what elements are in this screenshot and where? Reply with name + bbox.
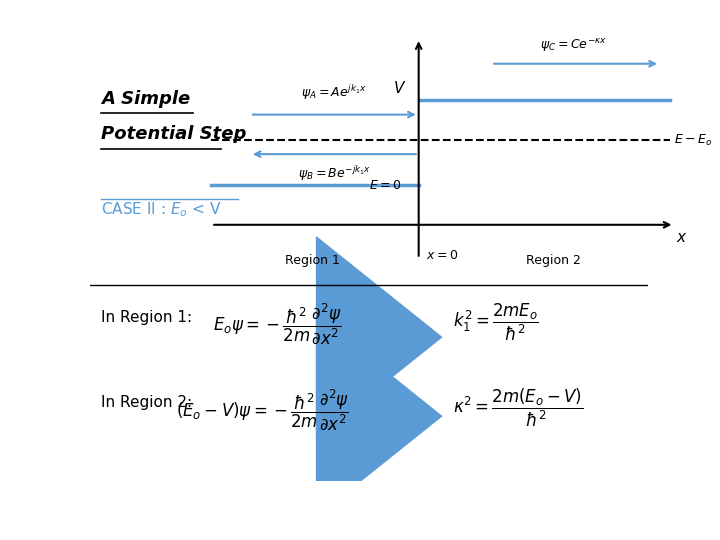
Text: Potential Step: Potential Step xyxy=(101,125,246,143)
Point xyxy=(189,110,197,116)
Text: $x$: $x$ xyxy=(676,231,688,246)
Text: $E_o\psi = -\dfrac{\hbar^2}{2m}\dfrac{\partial^2\psi}{\partial x^2}$: $E_o\psi = -\dfrac{\hbar^2}{2m}\dfrac{\p… xyxy=(213,302,341,346)
FancyArrowPatch shape xyxy=(317,316,441,516)
Text: $\psi_C = Ce^{-\kappa x}$: $\psi_C = Ce^{-\kappa x}$ xyxy=(540,37,606,54)
Text: $x = 0$: $x = 0$ xyxy=(426,248,458,261)
Point xyxy=(217,146,225,152)
Text: In Region 1:: In Region 1: xyxy=(101,310,192,325)
Text: $\kappa^2 = \dfrac{2m(E_o - V)}{\hbar^2}$: $\kappa^2 = \dfrac{2m(E_o - V)}{\hbar^2}… xyxy=(453,387,583,429)
Point xyxy=(233,195,242,202)
Text: $\psi_A = Ae^{jk_1 x}$: $\psi_A = Ae^{jk_1 x}$ xyxy=(302,83,367,102)
Text: $E - E_o$: $E - E_o$ xyxy=(675,132,713,147)
Text: $E = 0$: $E = 0$ xyxy=(369,179,402,192)
FancyArrowPatch shape xyxy=(317,237,441,437)
Text: In Region 2:: In Region 2: xyxy=(101,395,192,410)
Text: $(E_o - V)\psi = -\dfrac{\hbar^2}{2m}\dfrac{\partial^2\psi}{\partial x^2}$: $(E_o - V)\psi = -\dfrac{\hbar^2}{2m}\df… xyxy=(176,387,350,431)
Text: A Simple: A Simple xyxy=(101,90,190,108)
Point xyxy=(96,146,106,152)
Text: $\psi_B = Be^{-jk_1 x}$: $\psi_B = Be^{-jk_1 x}$ xyxy=(298,164,371,183)
Text: Region 2: Region 2 xyxy=(526,254,581,267)
Text: CASE II : $E_o$ < V: CASE II : $E_o$ < V xyxy=(101,200,222,219)
Text: $V$: $V$ xyxy=(393,80,407,96)
Text: $k_1^2 = \dfrac{2mE_o}{\hbar^2}$: $k_1^2 = \dfrac{2mE_o}{\hbar^2}$ xyxy=(453,302,539,343)
Point xyxy=(96,110,106,116)
Point xyxy=(96,195,106,202)
Text: Region 1: Region 1 xyxy=(285,254,340,267)
